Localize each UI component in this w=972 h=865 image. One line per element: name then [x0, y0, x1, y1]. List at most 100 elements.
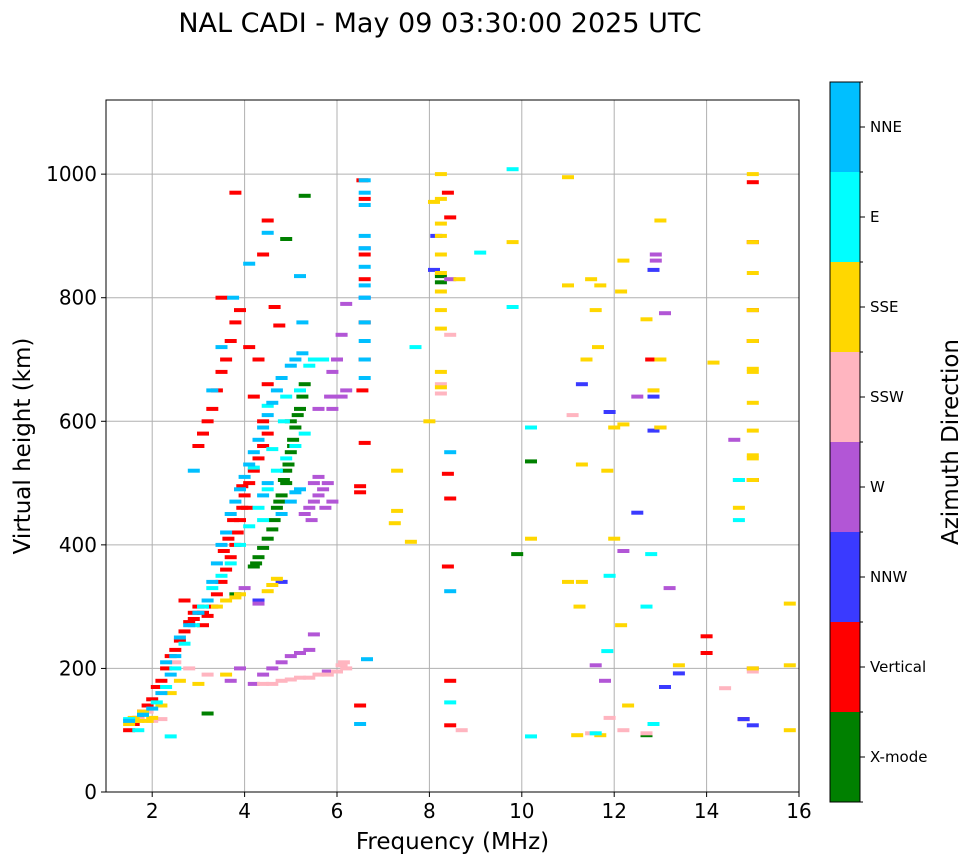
data-point — [358, 178, 371, 183]
data-point — [746, 308, 759, 313]
data-point — [746, 369, 759, 374]
x-tick-label: 2 — [146, 799, 159, 823]
data-point — [672, 671, 685, 676]
data-point — [294, 274, 306, 279]
data-point — [197, 623, 209, 628]
data-point — [434, 172, 447, 177]
data-point — [284, 677, 297, 682]
data-point — [261, 413, 274, 418]
y-tick-label: 400 — [59, 533, 97, 557]
data-point — [525, 536, 537, 541]
data-point — [243, 462, 256, 467]
data-point — [640, 604, 653, 609]
data-point — [236, 484, 249, 489]
data-point — [247, 465, 260, 470]
data-point — [261, 218, 274, 223]
series-x-mode — [201, 193, 653, 738]
data-point — [234, 542, 246, 547]
data-point — [275, 660, 288, 665]
data-point — [444, 215, 457, 220]
data-point — [746, 400, 759, 405]
data-point — [732, 478, 745, 482]
data-point — [580, 357, 593, 362]
data-point — [663, 586, 676, 591]
data-point — [358, 252, 371, 257]
x-tick-label: 12 — [601, 799, 626, 823]
data-point — [294, 406, 306, 411]
data-point — [222, 536, 235, 541]
data-point — [173, 678, 186, 683]
data-point — [562, 175, 574, 180]
data-point — [164, 672, 177, 677]
data-point — [589, 731, 602, 736]
data-point — [474, 250, 487, 255]
data-point — [575, 382, 588, 387]
data-point — [358, 357, 371, 362]
data-point — [169, 660, 182, 665]
data-point — [525, 459, 537, 464]
data-point — [289, 357, 302, 362]
data-point — [335, 663, 348, 668]
colorbar-tick-label: W — [870, 478, 885, 496]
data-point — [220, 357, 233, 362]
data-point — [298, 193, 311, 198]
data-point — [312, 672, 325, 677]
data-point — [340, 666, 353, 671]
data-point — [215, 573, 228, 578]
data-point — [257, 493, 270, 498]
data-point — [197, 431, 209, 436]
data-point — [599, 678, 611, 683]
data-point — [275, 579, 288, 584]
data-point — [441, 564, 454, 569]
data-point — [746, 456, 759, 461]
data-point — [247, 681, 260, 686]
data-point — [294, 675, 306, 680]
data-point — [210, 604, 223, 609]
data-point — [169, 666, 182, 671]
data-point — [289, 490, 302, 495]
data-point — [434, 326, 447, 331]
data-point — [312, 406, 325, 411]
data-point — [358, 295, 371, 300]
data-point — [575, 462, 588, 467]
data-point — [434, 280, 447, 285]
colorbar-swatch-ssw — [830, 352, 860, 442]
data-point — [331, 357, 343, 362]
y-tick-label: 600 — [59, 409, 97, 433]
data-point — [603, 573, 616, 578]
data-point — [298, 431, 311, 436]
data-point — [562, 283, 574, 288]
x-tick-label: 4 — [238, 799, 251, 823]
data-point — [312, 474, 325, 479]
data-point — [257, 444, 270, 448]
data-point — [291, 413, 304, 418]
data-point — [243, 524, 256, 529]
data-point — [252, 601, 265, 606]
data-point — [201, 419, 214, 424]
data-point — [280, 456, 293, 461]
data-point — [201, 613, 214, 618]
data-point — [434, 391, 447, 396]
data-point — [234, 308, 246, 313]
data-point — [444, 589, 457, 594]
data-point — [275, 678, 288, 683]
data-point — [247, 564, 260, 569]
data-point — [197, 604, 209, 609]
data-point — [358, 277, 371, 282]
data-point — [270, 468, 283, 473]
data-point — [307, 481, 320, 486]
data-point — [234, 518, 246, 523]
data-point — [243, 481, 256, 486]
data-point — [746, 180, 759, 185]
data-point — [284, 499, 297, 504]
data-point — [732, 505, 745, 510]
data-point — [746, 669, 759, 674]
data-point — [654, 218, 667, 223]
colorbar-swatch-nnw — [830, 532, 860, 622]
data-point — [506, 240, 519, 245]
data-point — [746, 428, 759, 433]
data-point — [229, 320, 242, 325]
data-point — [654, 357, 667, 362]
data-point — [266, 447, 279, 452]
